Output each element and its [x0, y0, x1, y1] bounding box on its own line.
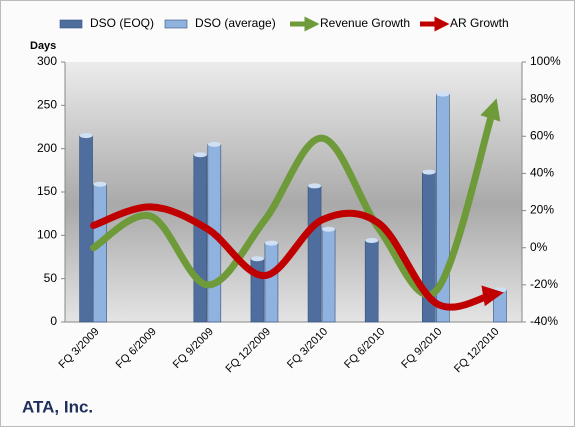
bar-cap: [264, 240, 278, 246]
x-tick-label: FQ 6/2009: [114, 326, 159, 371]
y2-tick-label: 20%: [530, 203, 554, 217]
bar: [364, 240, 379, 323]
y-tick-label: 200: [37, 141, 57, 155]
y-tick-label: 150: [37, 184, 57, 198]
legend-label: Revenue Growth: [320, 16, 410, 30]
bar: [193, 154, 208, 323]
y2-tick-label: 40%: [530, 166, 554, 180]
bar-cap: [308, 183, 322, 189]
legend-label: DSO (average): [195, 16, 276, 30]
legend-label: AR Growth: [450, 16, 509, 30]
bar-cap: [193, 152, 207, 158]
bar-cap: [322, 226, 336, 232]
bar-cap: [422, 169, 436, 175]
x-tick-label: FQ 3/2009: [56, 326, 101, 371]
x-tick-label: FQ 9/2009: [171, 326, 216, 371]
y-tick-label: 50: [44, 271, 58, 285]
line-series: [90, 203, 504, 311]
y2-tick-label: -40%: [530, 314, 558, 328]
x-tick-label: FQ 12/2010: [452, 326, 502, 376]
legend-label: DSO (EOQ): [90, 16, 154, 30]
bar-cap: [79, 133, 93, 139]
legend-swatch: [59, 19, 83, 29]
bar-cap: [207, 141, 221, 147]
bar: [307, 185, 322, 323]
x-tick-label: FQ 9/2010: [399, 326, 444, 371]
x-tick-label: FQ 12/2009: [224, 326, 274, 376]
bar: [79, 135, 93, 323]
plot-area: [65, 62, 522, 322]
y2-tick-label: 60%: [530, 128, 554, 142]
y2-tick-label: -20%: [530, 277, 558, 291]
x-tick-label: FQ 6/2010: [342, 326, 387, 371]
y-tick-label: 100: [37, 228, 57, 242]
y2-tick-label: 0%: [530, 240, 548, 254]
bar: [93, 183, 107, 323]
bar-cap: [250, 256, 264, 262]
y-tick-label: 250: [37, 98, 57, 112]
y-axis-label: Days: [30, 40, 56, 52]
x-tick-label: FQ 3/2010: [285, 326, 330, 371]
y2-tick-label: 100%: [530, 54, 561, 68]
bar-cap: [436, 91, 450, 97]
bar-cap: [93, 181, 107, 187]
y-tick-label: 300: [37, 54, 57, 68]
bar: [264, 242, 279, 323]
bar: [321, 228, 336, 323]
line-series: [90, 98, 501, 298]
chart-title: ATA, Inc.: [22, 397, 93, 416]
legend-swatch: [164, 19, 188, 29]
y2-tick-label: 80%: [530, 91, 554, 105]
bar-cap: [365, 238, 379, 244]
y-tick-label: 0: [50, 314, 57, 328]
